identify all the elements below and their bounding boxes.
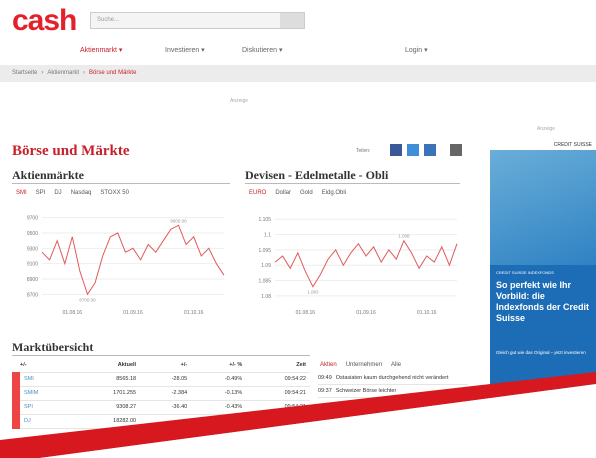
- page: cash Suche... Aktienmarkt ▾ Investieren …: [0, 0, 596, 458]
- swoosh: [0, 0, 596, 458]
